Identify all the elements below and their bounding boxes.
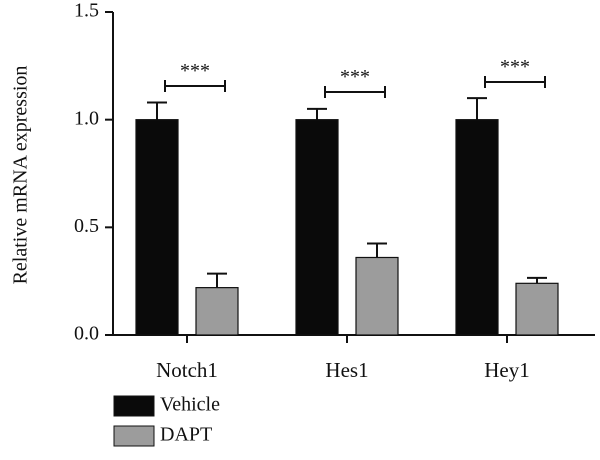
x-tick-label: Notch1	[156, 358, 218, 382]
significance-label: ***	[180, 60, 210, 82]
bar-vehicle-hey1	[455, 119, 499, 336]
significance-label: ***	[500, 56, 530, 78]
plot-area: 0.0 0.5 1.0 1.5 Notch1 Hes1 Hey1 *** *** ***	[74, 0, 595, 382]
bar-dapt-hey1	[515, 282, 559, 336]
legend: Vehicle DAPT	[113, 394, 220, 447]
x-tick-label: Hes1	[325, 358, 368, 382]
y-tick-label: 0.5	[74, 215, 99, 237]
bar-vehicle-notch1	[135, 119, 179, 336]
y-axis-title: Relative mRNA expression	[10, 66, 32, 285]
legend-label-vehicle: Vehicle	[160, 394, 220, 416]
legend-label-dapt: DAPT	[160, 424, 212, 446]
legend-swatch-vehicle	[113, 395, 155, 417]
x-tick-label: Hey1	[484, 358, 530, 382]
legend-swatch-dapt	[113, 425, 155, 447]
y-tick-label: 0.0	[74, 323, 99, 345]
y-tick-label: 1.0	[74, 107, 99, 129]
bar-dapt-notch1	[195, 287, 239, 336]
significance-label: ***	[340, 66, 370, 88]
y-tick-label: 1.5	[74, 0, 99, 22]
bar-vehicle-hes1	[295, 119, 339, 336]
bar-dapt-hes1	[355, 256, 399, 336]
